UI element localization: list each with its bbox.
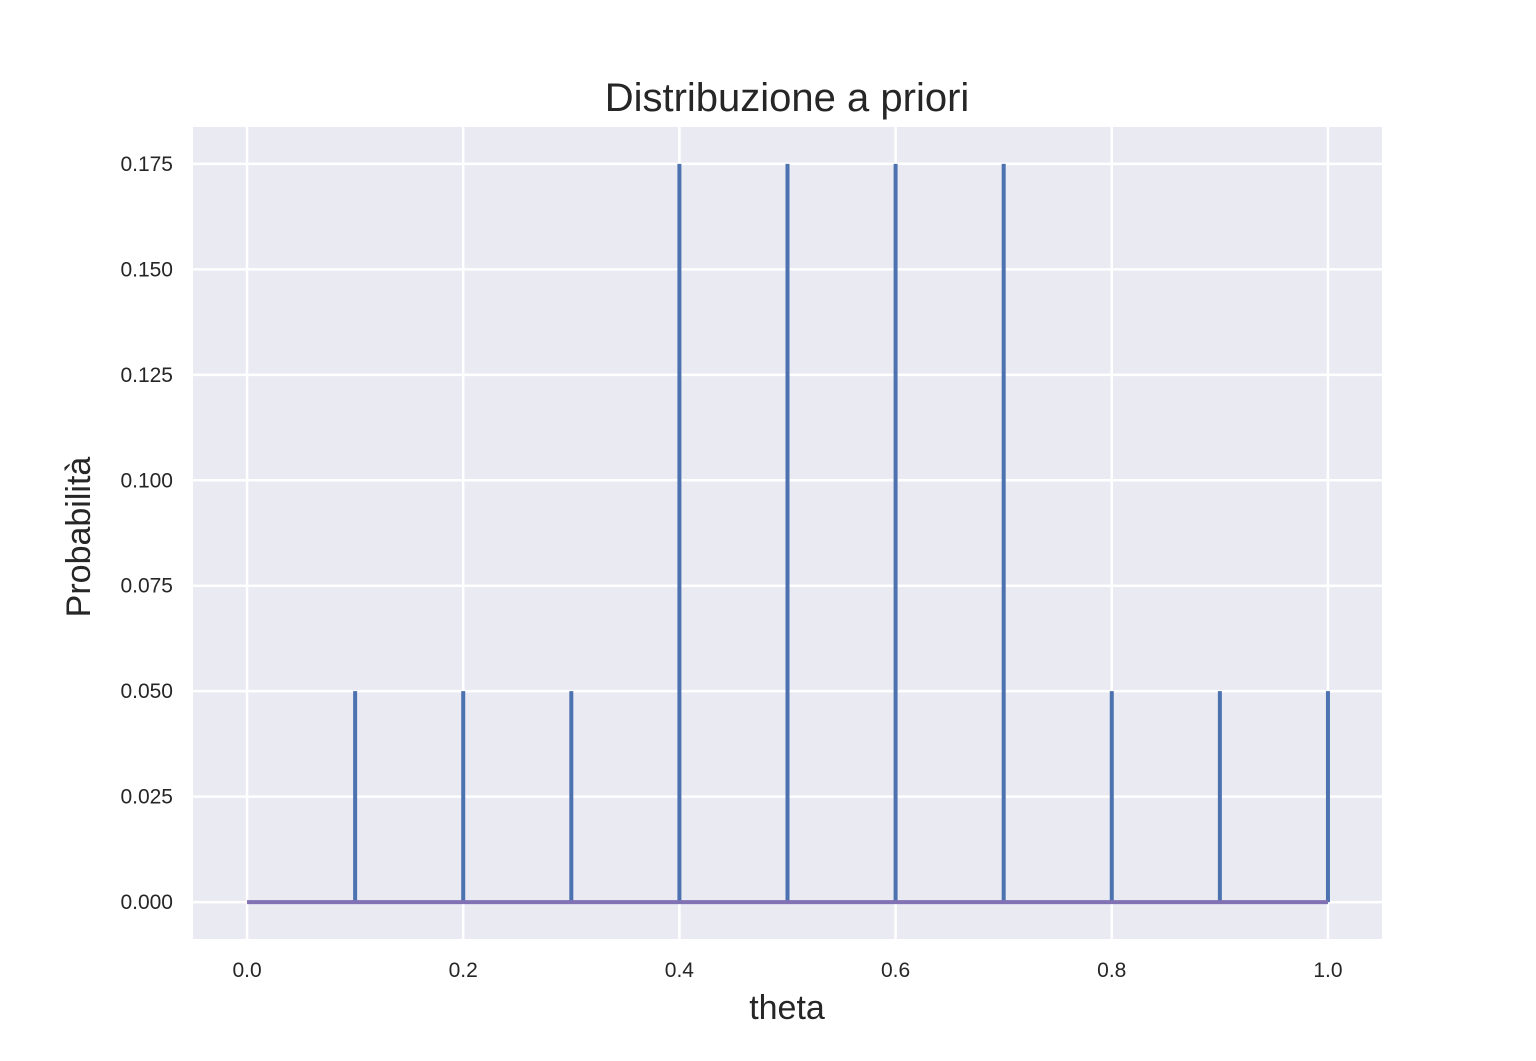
x-tick-labels: 0.0 0.2 0.4 0.6 0.8 1.0: [232, 959, 1342, 982]
x-axis-label: theta: [749, 989, 825, 1027]
y-tick-label: 0.100: [120, 469, 173, 492]
y-tick-label: 0.175: [120, 153, 173, 176]
y-axis-label: Probabilità: [60, 457, 98, 618]
x-tick-label: 0.8: [1097, 959, 1126, 982]
x-tick-label: 0.6: [881, 959, 910, 982]
x-tick-label: 0.4: [665, 959, 695, 982]
stems: [353, 163, 1330, 903]
x-tick-label: 0.0: [232, 959, 261, 982]
y-tick-label: 0.125: [120, 364, 173, 387]
y-tick-labels: 0.000 0.025 0.050 0.075 0.100 0.125 0.150 0.175: [120, 153, 173, 914]
y-tick-label: 0.150: [120, 258, 173, 281]
y-tick-label: 0.050: [120, 680, 173, 703]
x-tick-label: 1.0: [1313, 959, 1342, 982]
y-tick-label: 0.000: [120, 891, 173, 914]
chart-title: Distribuzione a priori: [605, 76, 970, 120]
y-tick-label: 0.025: [120, 786, 173, 809]
x-tick-label: 0.2: [449, 959, 478, 982]
y-tick-label: 0.075: [120, 575, 173, 598]
